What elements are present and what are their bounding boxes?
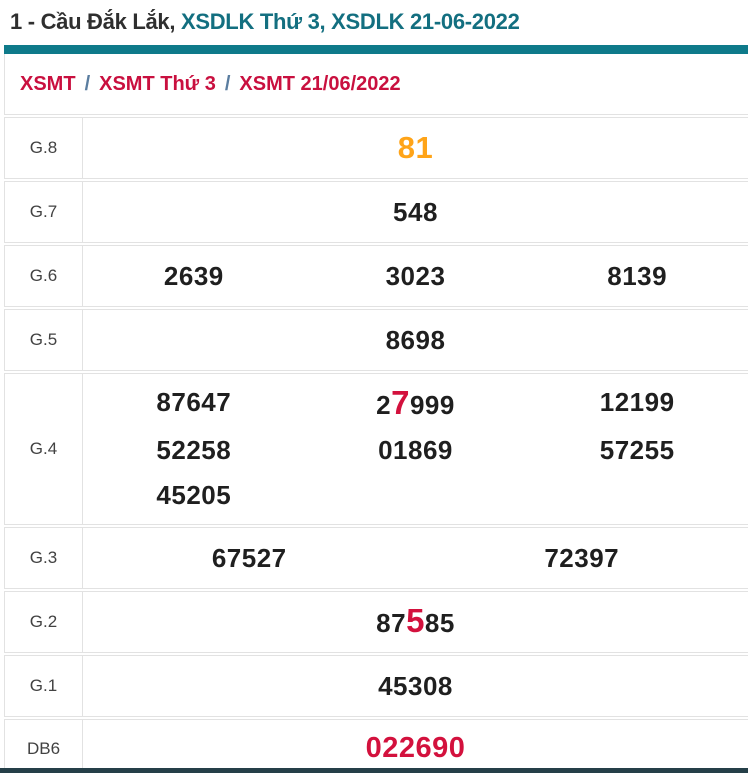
breadcrumb-link[interactable]: XSMT — [20, 72, 76, 95]
prize-values: 2639 3023 8139 — [83, 246, 748, 306]
title-link-text[interactable]: XSDLK Thứ 3, XSDLK 21-06-2022 — [180, 9, 520, 34]
prize-number: 27999 — [305, 380, 527, 428]
prize-number: 01869 — [305, 428, 527, 473]
value-line: 8698 — [83, 318, 748, 363]
digit-text: 3023 — [385, 260, 446, 291]
prize-label: G.6 — [5, 246, 83, 306]
highlighted-digit: 81 — [397, 129, 434, 165]
prize-label: G.2 — [5, 592, 83, 652]
prize-number: 45308 — [83, 664, 748, 709]
table-row: G.2 87585 — [4, 591, 748, 653]
digit-text: 2 — [376, 390, 392, 420]
highlighted-digit: 7 — [391, 384, 410, 421]
value-line: 67527 72397 — [83, 536, 748, 581]
prize-values: 87647 27999 12199 52258 01869 57255 45205 — [83, 374, 748, 524]
bottom-divider-bar — [0, 768, 748, 773]
prize-label: G.5 — [5, 310, 83, 370]
prize-values: 022690 — [83, 720, 748, 773]
prize-values: 67527 72397 — [83, 528, 748, 588]
table-row: G.8 81 — [4, 117, 748, 179]
prize-number: 57255 — [526, 428, 748, 473]
prize-number: 548 — [83, 190, 748, 235]
table-row: G.5 8698 — [4, 309, 748, 371]
prize-number: 81 — [83, 125, 748, 172]
results-panel: XSMT / XSMT Thứ 3 / XSMT 21/06/2022 G.8 81 G.7… — [4, 54, 748, 773]
value-line: 45205 — [83, 473, 748, 518]
value-line: 52258 01869 57255 — [83, 428, 748, 473]
prize-number: 8139 — [526, 254, 748, 299]
table-row: DB6 022690 — [4, 719, 748, 773]
prize-number: 67527 — [83, 536, 416, 581]
digit-text: 52258 — [156, 435, 232, 465]
prize-values: 81 — [83, 118, 748, 178]
prize-table: G.8 81 G.7 548 G.6 2639 3023 8139 G.5 8698 G.4 8764… — [4, 117, 748, 773]
title-plain-text: 1 - Cầu Đắk Lắk, — [10, 9, 181, 34]
breadcrumb-separator: / — [224, 72, 231, 95]
prize-number: 52258 — [83, 428, 305, 473]
prize-label: DB6 — [5, 720, 83, 773]
prize-values: 45308 — [83, 656, 748, 716]
prize-label: G.3 — [5, 528, 83, 588]
table-row: G.3 67527 72397 — [4, 527, 748, 589]
prize-number: 72397 — [416, 536, 748, 581]
prize-values: 548 — [83, 182, 748, 242]
digit-text: 8698 — [385, 324, 446, 355]
digit-text: 87 — [376, 608, 407, 638]
prize-values: 8698 — [83, 310, 748, 370]
digit-text: 45308 — [378, 670, 453, 701]
prize-number — [526, 473, 748, 518]
value-line: 87647 27999 12199 — [83, 380, 748, 428]
prize-label: G.1 — [5, 656, 83, 716]
teal-divider-bar — [4, 45, 748, 54]
prize-label: G.8 — [5, 118, 83, 178]
value-line: 87585 — [83, 598, 748, 646]
value-line: 81 — [83, 125, 748, 172]
value-line: 022690 — [83, 726, 748, 771]
table-row: G.7 548 — [4, 181, 748, 243]
digit-text: 999 — [409, 390, 455, 420]
highlighted-digit: 5 — [406, 602, 425, 639]
prize-number: 12199 — [526, 380, 748, 428]
table-row: G.6 2639 3023 8139 — [4, 245, 748, 307]
prize-number: 87585 — [83, 598, 748, 646]
prize-number — [305, 473, 527, 518]
prize-label: G.4 — [5, 374, 83, 524]
digit-text: 12199 — [599, 387, 675, 417]
breadcrumb-link[interactable]: XSMT Thứ 3 — [99, 72, 216, 95]
digit-text: 57255 — [599, 435, 675, 465]
digit-text: 85 — [424, 608, 455, 638]
prize-number: 022690 — [83, 726, 748, 771]
prize-number: 87647 — [83, 380, 305, 428]
prize-number: 45205 — [83, 473, 305, 518]
digit-text: 67527 — [211, 542, 287, 573]
digit-text: 45205 — [156, 480, 232, 510]
value-line: 2639 3023 8139 — [83, 254, 748, 299]
breadcrumb-separator: / — [84, 72, 91, 95]
value-line: 45308 — [83, 664, 748, 709]
table-row: G.4 87647 27999 12199 52258 01869 57255 45205 — [4, 373, 748, 525]
value-line: 548 — [83, 190, 748, 235]
digit-text: 548 — [393, 196, 438, 227]
prize-number: 3023 — [305, 254, 527, 299]
digit-text: 72397 — [544, 542, 620, 573]
table-row: G.1 45308 — [4, 655, 748, 717]
highlighted-digit: 022690 — [365, 732, 466, 764]
breadcrumb: XSMT / XSMT Thứ 3 / XSMT 21/06/2022 — [4, 54, 748, 115]
prize-label: G.7 — [5, 182, 83, 242]
page-title: 1 - Cầu Đắk Lắk, XSDLK Thứ 3, XSDLK 21-0… — [0, 7, 748, 45]
digit-text: 8139 — [607, 260, 668, 291]
breadcrumb-link[interactable]: XSMT 21/06/2022 — [239, 72, 401, 95]
digit-text: 87647 — [156, 387, 232, 417]
prize-number: 2639 — [83, 254, 305, 299]
digit-text: 01869 — [378, 435, 453, 465]
prize-number: 8698 — [83, 318, 748, 363]
prize-values: 87585 — [83, 592, 748, 652]
digit-text: 2639 — [163, 260, 224, 291]
